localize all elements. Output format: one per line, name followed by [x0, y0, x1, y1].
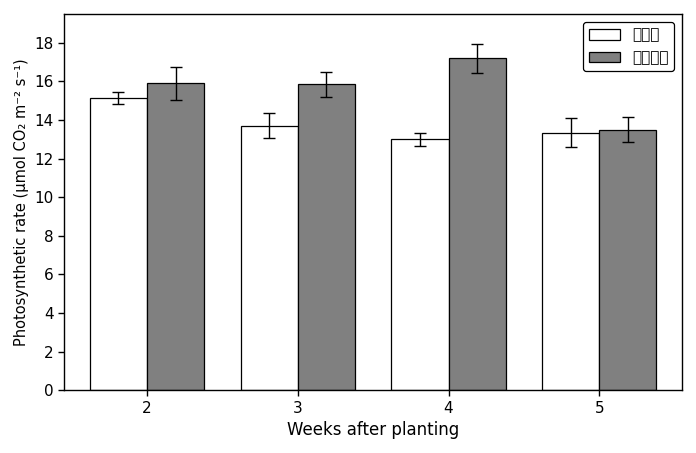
Bar — [147, 83, 205, 390]
Bar — [599, 130, 656, 390]
Bar — [298, 84, 355, 390]
Legend: 발키리, 트레몰로: 발키리, 트레몰로 — [583, 22, 674, 72]
Bar — [391, 140, 448, 390]
X-axis label: Weeks after planting: Weeks after planting — [287, 421, 459, 439]
Bar — [90, 98, 147, 390]
Y-axis label: Photosynthetic rate (μmol CO₂ m⁻² s⁻¹): Photosynthetic rate (μmol CO₂ m⁻² s⁻¹) — [14, 58, 29, 346]
Bar — [542, 133, 599, 390]
Bar — [241, 126, 298, 390]
Bar — [448, 58, 506, 390]
